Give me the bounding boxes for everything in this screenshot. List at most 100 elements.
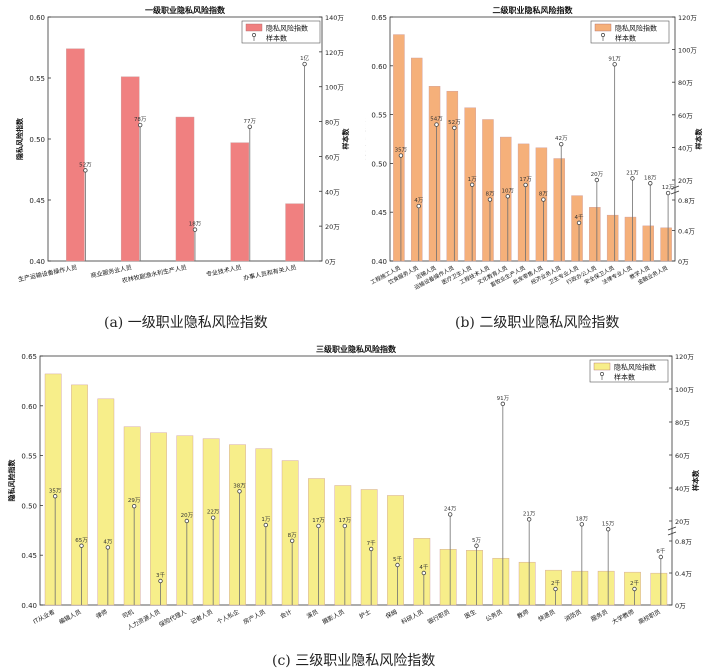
y-axis-label: 隐私风险指数 (7, 459, 16, 502)
sample-point (192, 227, 198, 232)
sample-point (505, 194, 510, 199)
bar (571, 195, 583, 262)
sample-label: 52万 (448, 119, 461, 126)
sample-label: 4千 (419, 563, 428, 571)
sample-label: 6千 (656, 547, 665, 555)
bar (202, 438, 220, 606)
legend-label: 隐私风险指数 (615, 24, 657, 33)
bar (571, 570, 589, 606)
legend-label: 隐私风险指数 (266, 24, 308, 33)
sample-label: 3千 (156, 571, 165, 579)
y-tick-label: 0.45 (21, 552, 37, 560)
y2-tick-label: 120万 (325, 49, 344, 57)
sample-label: 21万 (626, 169, 639, 176)
y2-tick-label: 80万 (678, 79, 693, 87)
bar (308, 478, 325, 606)
sample-label: 18万 (576, 515, 589, 522)
y-tick-label: 0.55 (29, 75, 45, 83)
category-label: 专业技术人员 (205, 263, 242, 278)
plot-frame (39, 355, 673, 606)
bar (439, 549, 457, 606)
sample-point (469, 182, 475, 187)
sample-label: 4万 (103, 538, 112, 545)
sample-point (594, 177, 600, 183)
sample-point (452, 125, 457, 131)
category-label: 保险代理人 (158, 608, 188, 629)
category-label: 个人私企 (215, 608, 240, 626)
y2-tick-label: 0万 (325, 258, 336, 266)
category-label: 房产人员 (242, 608, 267, 626)
category-label: 司机 (121, 608, 135, 621)
bar (650, 572, 668, 606)
legend-bar-swatch (245, 23, 263, 32)
y-axis-label: 隐私风险指数 (15, 117, 24, 160)
sample-label: 12万 (662, 184, 675, 191)
category-label: 大学教师 (610, 608, 635, 626)
sample-point (576, 220, 582, 226)
sample-point (648, 181, 653, 186)
sample-point (131, 503, 137, 509)
sample-label: 91万 (497, 395, 510, 402)
y2-axis-label: 样本数 (341, 128, 350, 150)
chart-title: 三级职业隐私风险指数 (316, 344, 397, 354)
sample-label: 8万 (288, 532, 297, 539)
sample-label: 24万 (444, 505, 457, 512)
sample-point (316, 523, 321, 529)
category-label: 科研人员 (400, 608, 425, 626)
sample-label: 91万 (608, 55, 621, 62)
sample-label: 35万 (395, 147, 408, 154)
sample-label: 65万 (75, 537, 88, 544)
y2-tick-label: 120万 (675, 353, 694, 361)
y2-tick-label: 0.8万 (675, 538, 692, 546)
y-tick-label: 0.50 (29, 136, 45, 144)
y2-tick-label: 40万 (675, 485, 690, 493)
sample-point (158, 578, 163, 584)
bar (466, 550, 483, 606)
sample-point (434, 122, 439, 127)
sample-point (500, 401, 506, 407)
bar (255, 448, 273, 606)
y2-tick-label: 60万 (678, 112, 693, 120)
sample-point (137, 122, 143, 128)
sample-label: 1亿 (300, 54, 309, 62)
sample-label: 35万 (49, 487, 62, 494)
bar (482, 119, 494, 262)
sample-label: 2千 (630, 579, 639, 587)
y2-tick-label: 0.8万 (678, 197, 695, 205)
y2-tick-label: 120万 (678, 14, 697, 22)
sample-point (416, 203, 421, 209)
y2-tick-label: 100万 (675, 386, 694, 394)
bar (517, 143, 530, 262)
bar (281, 460, 299, 606)
sample-point (523, 182, 528, 188)
bar (71, 384, 88, 606)
category-label: 演员 (305, 608, 319, 621)
sample-point (210, 515, 216, 520)
bar (545, 569, 562, 606)
y-tick-label: 0.60 (371, 63, 387, 71)
chart-c: 三级职业隐私风险指数 0.40 0.45 0.50 0.55 0.60 0.65 隐私风险指数… (7, 344, 700, 632)
y-tick-label: 0.55 (21, 453, 37, 461)
sample-point (605, 527, 611, 532)
sample-label: 20万 (181, 512, 194, 519)
bar (97, 398, 115, 606)
sample-point (342, 523, 348, 529)
sample-label: 18万 (189, 221, 202, 228)
bar (120, 76, 140, 262)
sample-label: 15万 (602, 520, 615, 527)
sample-point (579, 522, 585, 527)
sample-label: 4千 (575, 213, 584, 221)
y2-tick-label: 20万 (675, 518, 690, 526)
bar (428, 86, 441, 262)
y2-tick-label: 60万 (325, 153, 340, 161)
bar (360, 489, 378, 606)
sample-label: 5万 (472, 537, 481, 544)
sample-point (553, 586, 558, 592)
category-label: 医生 (463, 608, 477, 621)
bar (660, 227, 672, 262)
sample-point (105, 545, 111, 550)
category-label: 生产运输设备操作人员 (17, 263, 77, 283)
sample-point (79, 543, 84, 548)
sample-label: 18万 (644, 174, 657, 181)
